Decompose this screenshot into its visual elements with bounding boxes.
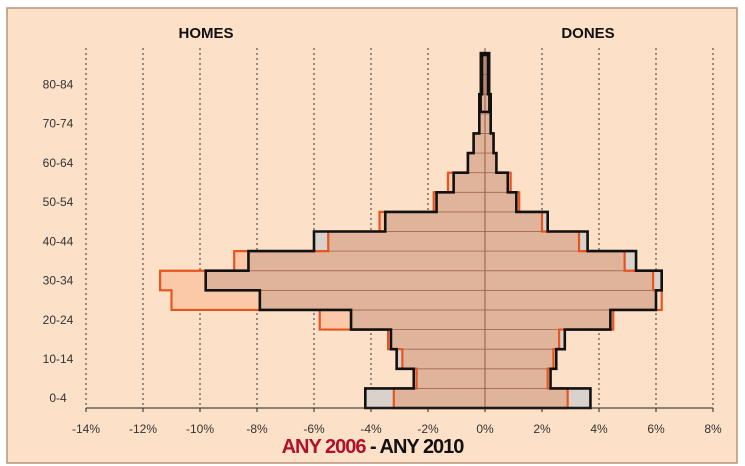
bar-homes-25-29 (259, 289, 486, 311)
right-label-dones: DONES (561, 25, 614, 42)
x-tick-label: 2% (533, 422, 551, 436)
left-label-homes: HOMES (178, 25, 233, 42)
bar-dones-excess (579, 231, 588, 252)
bar-homes-35-39 (248, 250, 486, 272)
outline-dones-any-2010 (485, 53, 663, 410)
caption-year-2010: ANY 2010 (379, 436, 465, 458)
bar-dones-excess (653, 270, 662, 291)
x-tick-label: -10% (186, 422, 214, 436)
bar-homes-40-44 (313, 231, 486, 252)
bar-homes-5-9 (413, 368, 486, 389)
bar-dones-excess (547, 368, 551, 389)
bar-dones-40-44 (484, 231, 588, 252)
outline-homes-any-2010 (204, 53, 485, 410)
bar-homes-2006-excess (234, 251, 249, 271)
age-label-0-4: 0-4 (49, 391, 67, 405)
bar-dones-excess (567, 388, 591, 408)
age-label-60-64: 60-64 (43, 156, 74, 170)
bar-homes-55-59 (453, 172, 486, 193)
x-tick-label: -14% (72, 422, 100, 436)
bar-dones-excess (624, 251, 637, 271)
bar-homes-65-69 (473, 133, 486, 154)
bar-dones-30-34 (484, 270, 663, 291)
bar-homes-excess (314, 231, 329, 252)
caption-separator: - (365, 436, 380, 458)
bar-dones-50-54 (484, 191, 517, 213)
bar-homes-2006-excess (160, 270, 206, 291)
bar-dones-excess (553, 349, 557, 369)
age-label-40-44: 40-44 (43, 234, 74, 248)
bar-homes-2006-excess (319, 309, 352, 330)
bar-dones-10-14 (484, 348, 557, 370)
x-tick-label: 6% (647, 422, 665, 436)
x-tick-label: 8% (704, 422, 722, 436)
age-label-50-54: 50-54 (43, 195, 74, 209)
bar-dones-15-19 (484, 329, 566, 350)
bar-homes-15-19 (390, 329, 486, 350)
bar-dones-20-24 (484, 309, 611, 330)
x-tick-label: -12% (129, 422, 157, 436)
bar-dones-45-49 (484, 211, 549, 232)
bar-dones-excess (559, 329, 565, 350)
chart-caption: ANY 2006 - ANY 2010 (0, 436, 745, 459)
x-tick-label: -8% (246, 422, 268, 436)
axes: -14% -12% -10% -8% -6% -4% -2% 0% 2% 4% 6% 8% 80-84 7… (43, 77, 722, 436)
age-label-80-84: 80-84 (43, 77, 74, 91)
bar-homes-excess (396, 349, 403, 369)
bar-dones-60-64 (484, 152, 497, 174)
bar-homes-excess (413, 368, 417, 389)
bar-homes-20-24 (350, 309, 486, 330)
x-tick-label: 0% (476, 422, 494, 436)
bar-homes-excess (365, 388, 394, 408)
age-label-30-34: 30-34 (43, 274, 74, 288)
bar-dones-5-9 (484, 368, 551, 389)
series-outlines (159, 51, 663, 410)
bar-homes-60-64 (467, 152, 486, 174)
bar-homes-2006-excess (447, 172, 454, 193)
x-tick-label: -4% (360, 422, 382, 436)
bars (160, 48, 663, 409)
age-label-70-74: 70-74 (43, 117, 74, 131)
bar-dones-55-59 (484, 172, 509, 193)
top-cap (479, 51, 491, 114)
age-label-10-14: 10-14 (43, 352, 74, 366)
bar-homes-50-54 (436, 191, 486, 213)
bar-homes-2006-excess (379, 211, 386, 232)
x-tick-label: 4% (590, 422, 608, 436)
bar-homes-2006-excess (171, 290, 260, 310)
bar-dones-excess (542, 211, 548, 232)
age-label-20-24: 20-24 (43, 313, 74, 327)
bar-homes-2006-excess (433, 192, 437, 212)
caption-year-2006: ANY 2006 (281, 436, 367, 458)
x-tick-label: -2% (417, 422, 439, 436)
bar-homes-30-34 (205, 270, 486, 291)
bar-dones-35-39 (484, 250, 637, 272)
bar-homes-45-49 (384, 211, 486, 232)
bar-homes-2006-excess (388, 329, 391, 350)
bar-dones-25-29 (484, 289, 657, 311)
x-tick-label: -6% (303, 422, 325, 436)
bar-homes-10-14 (396, 348, 486, 370)
